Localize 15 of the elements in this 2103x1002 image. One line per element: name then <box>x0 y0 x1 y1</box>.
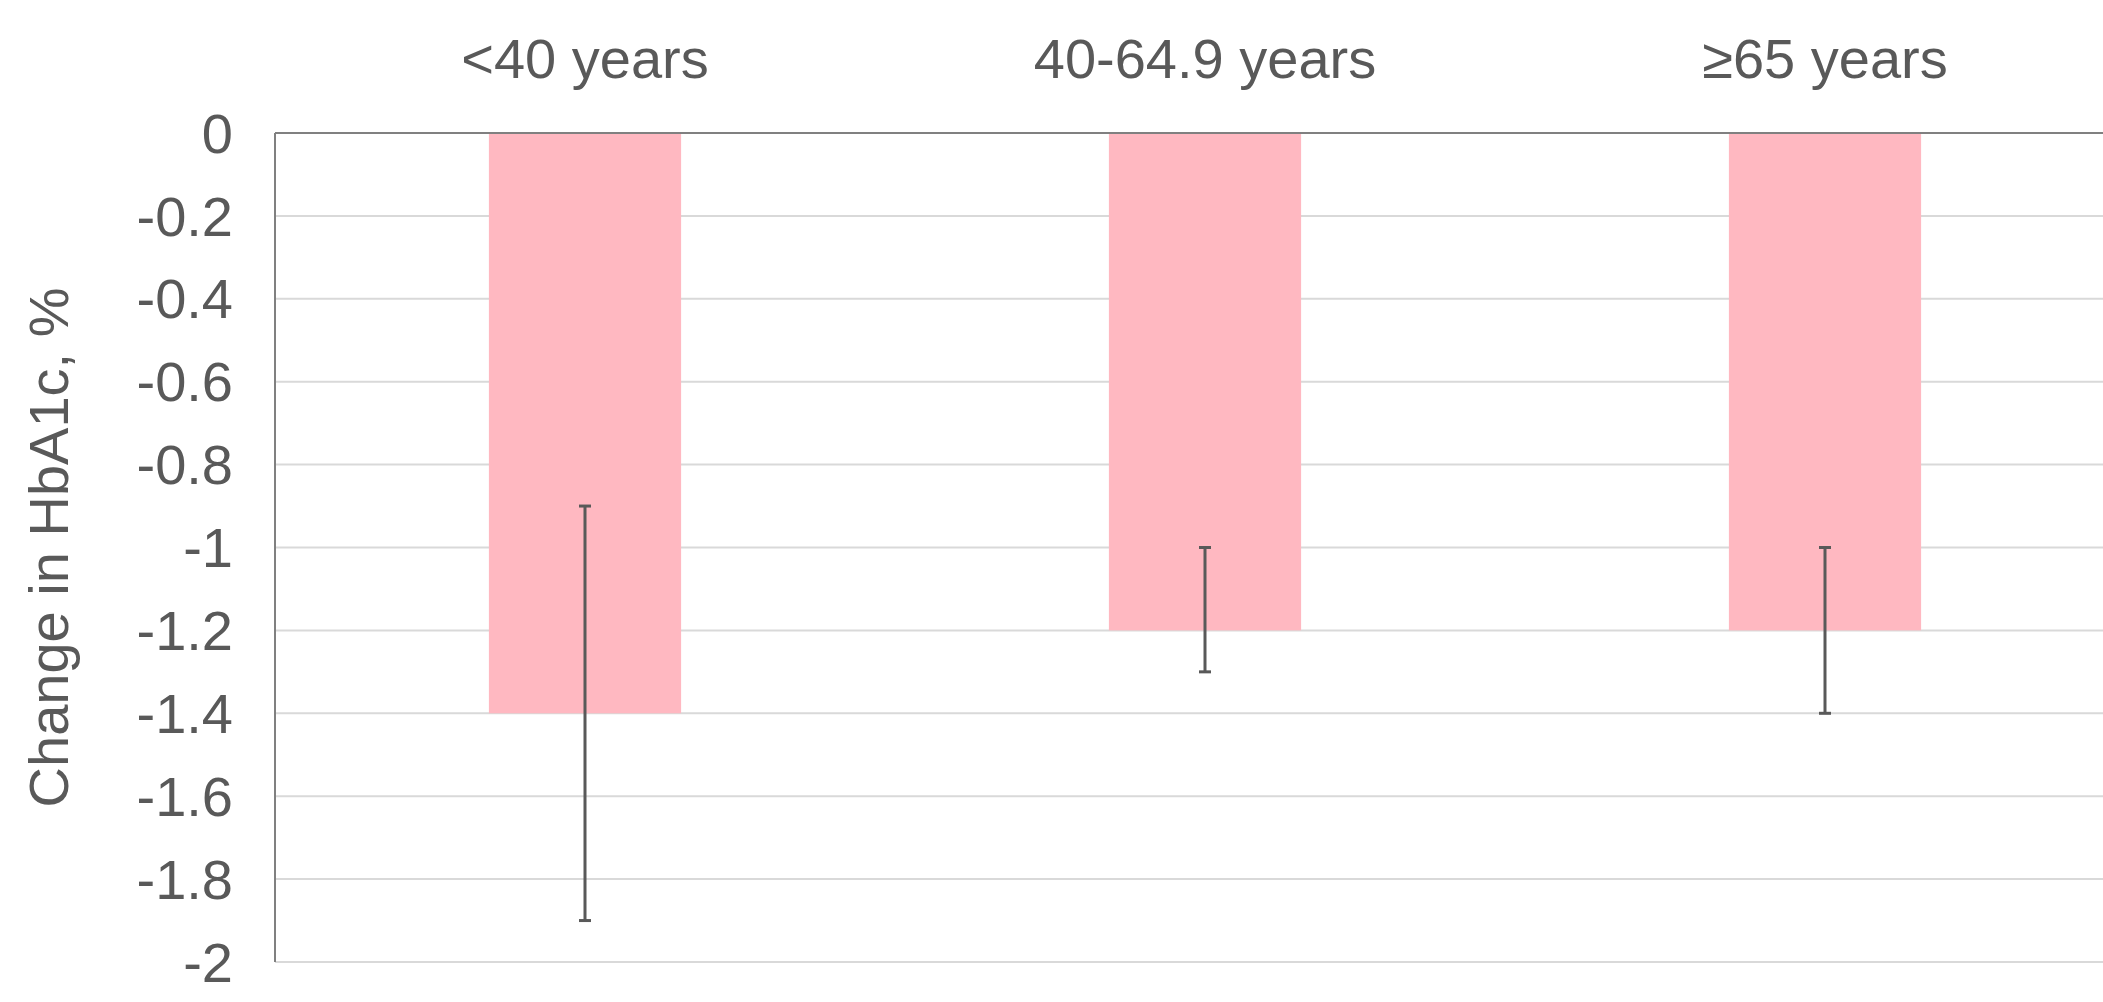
y-tick-label: -0.4 <box>136 267 233 331</box>
x-tick-label: <40 years <box>461 27 709 90</box>
y-tick-label: -0.6 <box>136 350 233 414</box>
x-tick-label: ≥65 years <box>1702 27 1948 90</box>
y-tick-label: -0.8 <box>136 433 233 497</box>
y-tick-label: -0.2 <box>136 184 233 248</box>
y-tick-label: -1 <box>183 516 233 580</box>
y-tick-label: 0 <box>201 101 233 165</box>
x-tick-label: 40-64.9 years <box>1033 27 1377 90</box>
y-tick-label: -1.6 <box>136 764 233 828</box>
y-axis-title: Change in HbA1c, % <box>17 287 80 808</box>
y-tick-label: -1.2 <box>136 599 233 662</box>
y-tick-label: -1.4 <box>136 681 233 745</box>
y-tick-label: -2 <box>183 930 233 994</box>
y-tick-label: -1.8 <box>136 847 233 911</box>
